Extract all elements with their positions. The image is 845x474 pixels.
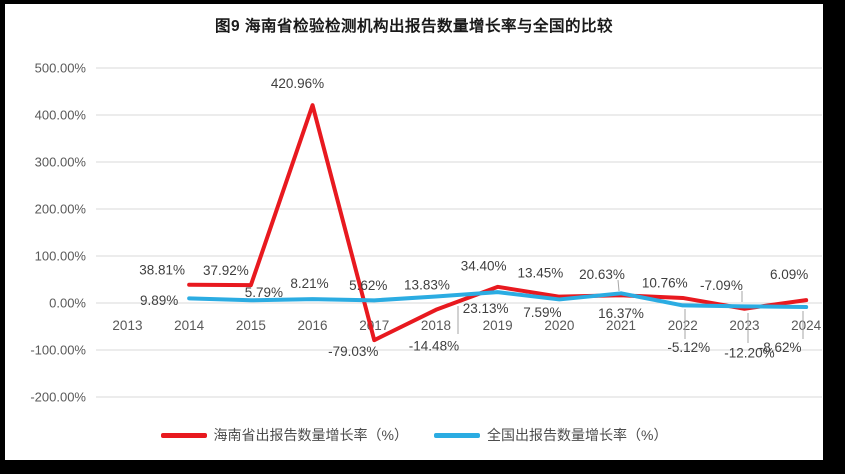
data-label-national: 7.59% bbox=[523, 305, 561, 320]
x-axis-tick-label: 2022 bbox=[668, 318, 698, 333]
data-label-national: 5.62% bbox=[349, 278, 387, 293]
x-axis-tick-label: 2016 bbox=[298, 318, 328, 333]
y-axis-tick-label: 0.00% bbox=[49, 296, 86, 311]
y-axis-tick-label: 400.00% bbox=[35, 108, 87, 123]
legend-item-hainan: 海南省出报告数量增长率（%） bbox=[160, 425, 408, 445]
legend-label-national: 全国出报告数量增长率（%） bbox=[487, 427, 668, 443]
data-label-hainan: -79.03% bbox=[328, 344, 378, 359]
x-axis-tick-label: 2014 bbox=[174, 318, 205, 333]
y-axis-tick-label: 100.00% bbox=[35, 249, 87, 264]
x-axis-tick-label: 2021 bbox=[606, 318, 636, 333]
data-label-national: -7.09% bbox=[700, 278, 743, 293]
data-label-national: -8.62% bbox=[759, 340, 802, 355]
x-axis-tick-label: 2018 bbox=[421, 318, 451, 333]
data-label-national: -5.12% bbox=[667, 340, 710, 355]
data-label-hainan: 10.76% bbox=[642, 276, 688, 291]
data-label-national: 5.79% bbox=[245, 285, 283, 300]
data-label-hainan: 16.37% bbox=[598, 306, 644, 321]
data-label-hainan: 6.09% bbox=[770, 267, 808, 282]
data-label-national: 13.83% bbox=[404, 277, 450, 292]
x-axis-tick-label: 2013 bbox=[112, 318, 142, 333]
y-axis-tick-label: 500.00% bbox=[35, 61, 87, 76]
data-label-hainan: 38.81% bbox=[139, 263, 185, 278]
data-label-hainan: -14.48% bbox=[409, 339, 459, 354]
legend: 海南省出报告数量增长率（%） 全国出报告数量增长率（%） bbox=[0, 425, 828, 445]
series-line-hainan bbox=[187, 103, 809, 343]
x-axis-tick-label: 2015 bbox=[236, 318, 266, 333]
x-axis-tick-label: 2024 bbox=[791, 318, 822, 333]
data-label-hainan: 34.40% bbox=[461, 259, 507, 274]
y-axis-tick-label: 300.00% bbox=[35, 155, 87, 170]
y-axis-tick-label: -100.00% bbox=[30, 343, 86, 358]
data-label-hainan: 420.96% bbox=[271, 76, 324, 91]
legend-swatch-national-line-icon bbox=[434, 432, 480, 438]
legend-label-hainan: 海南省出报告数量增长率（%） bbox=[213, 427, 408, 443]
legend-swatch-hainan-line-icon bbox=[160, 432, 207, 438]
series-line-national bbox=[187, 290, 809, 310]
x-axis-tick-label: 2017 bbox=[359, 318, 389, 333]
data-label-hainan: 13.45% bbox=[517, 265, 563, 280]
x-axis-tick-label: 2020 bbox=[544, 318, 574, 333]
chart-title: 图9 海南省检验检测机构出报告数量增长率与全国的比较 bbox=[215, 18, 613, 35]
y-axis-tick-label: 200.00% bbox=[35, 202, 87, 217]
x-axis-tick-label: 2023 bbox=[729, 318, 759, 333]
data-label-national: 9.89% bbox=[140, 293, 178, 308]
x-axis-tick-label: 2019 bbox=[483, 318, 513, 333]
label-leader-line bbox=[617, 279, 620, 292]
data-label-national: 8.21% bbox=[290, 276, 328, 291]
data-label-hainan: 37.92% bbox=[203, 263, 249, 278]
data-label-national: 23.13% bbox=[463, 301, 509, 316]
legend-item-national: 全国出报告数量增长率（%） bbox=[434, 425, 667, 445]
y-axis-tick-label: -200.00% bbox=[30, 390, 86, 405]
data-label-hainan: -12.20% bbox=[724, 346, 774, 361]
data-label-national: 20.63% bbox=[579, 267, 625, 282]
